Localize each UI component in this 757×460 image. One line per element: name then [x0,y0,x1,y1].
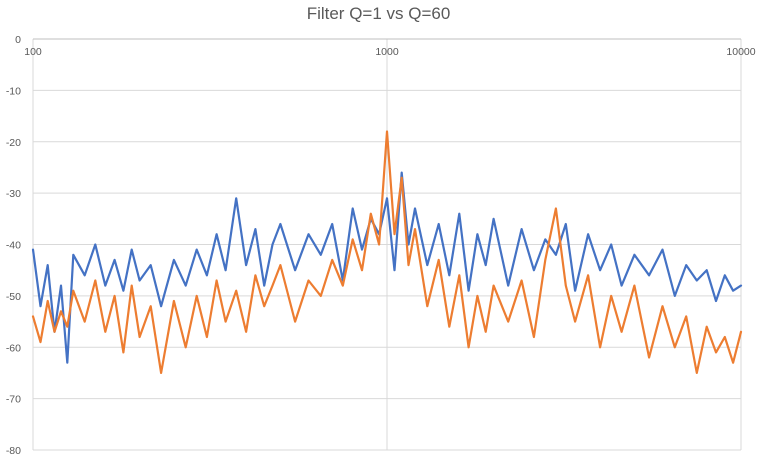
y-tick-label: -80 [6,445,21,457]
y-axis-tick-labels: 0 -10 -20 -30 -40 -50 -60 -70 -80 [6,34,21,457]
chart-title: Filter Q=1 vs Q=60 [306,4,451,23]
y-tick-label: -30 [6,188,21,200]
y-tick-label: 0 [15,34,21,46]
y-tick-label: -60 [6,342,21,354]
series-lines [31,130,743,374]
x-axis-tick-labels: 100 1000 10000 [24,46,756,58]
x-tick-label: 100 [24,46,42,58]
gridlines [32,38,742,451]
x-tick-label: 1000 [375,46,399,58]
y-tick-label: -20 [6,137,21,149]
y-tick-label: -70 [6,394,21,406]
y-tick-label: -40 [6,240,21,252]
y-tick-label: -50 [6,291,21,303]
y-tick-label: -10 [6,85,21,97]
series-line-q-60 [31,130,743,374]
x-tick-label: 10000 [726,46,755,58]
